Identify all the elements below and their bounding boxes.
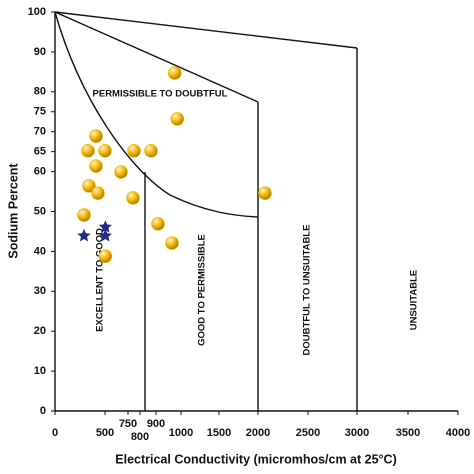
x-tick-label: 750 — [119, 418, 137, 430]
region-label: DOUBTFUL TO UNSUITABLE — [302, 225, 313, 356]
boundary-line — [54, 11, 358, 49]
point — [98, 249, 113, 263]
x-tick-label: 3000 — [345, 427, 369, 439]
boundaries — [54, 11, 358, 411]
point — [82, 179, 96, 193]
point — [170, 112, 185, 126]
region-label: PERMISSIBLE TO DOUBTFUL — [93, 89, 228, 100]
y-tick-label: 75 — [34, 106, 46, 118]
point — [98, 220, 112, 233]
x-tick-label: 800 — [131, 431, 149, 443]
y-tick-label: 100 — [28, 6, 46, 18]
region-label: GOOD TO PERMISSIBLE — [197, 234, 208, 346]
y-tick-label: 40 — [34, 245, 46, 257]
point — [126, 191, 140, 205]
boundary-curve — [54, 11, 259, 218]
point — [91, 186, 105, 200]
x-tick-label: 3500 — [396, 427, 420, 439]
x-tick-label: 0 — [52, 427, 58, 439]
point — [167, 66, 182, 80]
y-axis-title: Sodium Percent — [6, 163, 20, 259]
point — [144, 144, 158, 158]
y-tick-label: 0 — [40, 405, 46, 417]
x-axis-title: Electrical Conductivity (micromhos/cm at… — [115, 452, 396, 466]
x-tick-label: 500 — [96, 427, 114, 439]
point — [151, 217, 165, 231]
point — [98, 228, 112, 242]
point — [165, 236, 179, 250]
y-tick-label: 90 — [34, 46, 46, 58]
x-tick-label: 4000 — [446, 427, 470, 439]
y-tick-label: 65 — [34, 146, 46, 158]
y-tick-label: 60 — [34, 166, 46, 178]
region-label: UNSUITABLE — [409, 270, 420, 331]
x-tick-label: 1500 — [207, 427, 231, 439]
y-tick-label: 70 — [34, 126, 46, 138]
boundary-line — [54, 11, 259, 103]
point — [89, 129, 103, 143]
point — [81, 144, 95, 158]
y-tick-label: 10 — [34, 365, 46, 377]
point — [258, 186, 272, 200]
region-label: EXCELLENT TO GOOD — [95, 228, 106, 332]
y-tick-label: 20 — [34, 325, 46, 337]
point — [98, 144, 112, 158]
x-tick-label: 2000 — [246, 427, 270, 439]
point — [114, 165, 128, 179]
point — [127, 144, 141, 158]
x-tick-label: 2500 — [296, 427, 320, 439]
y-tick-label: 50 — [34, 205, 46, 217]
point — [77, 208, 91, 222]
y-tick-label: 80 — [34, 86, 46, 98]
y-tick-label: 30 — [34, 285, 46, 297]
x-tick-label: 1000 — [169, 427, 193, 439]
point — [89, 159, 103, 173]
point — [77, 228, 91, 242]
x-tick-label: 900 — [147, 418, 165, 430]
